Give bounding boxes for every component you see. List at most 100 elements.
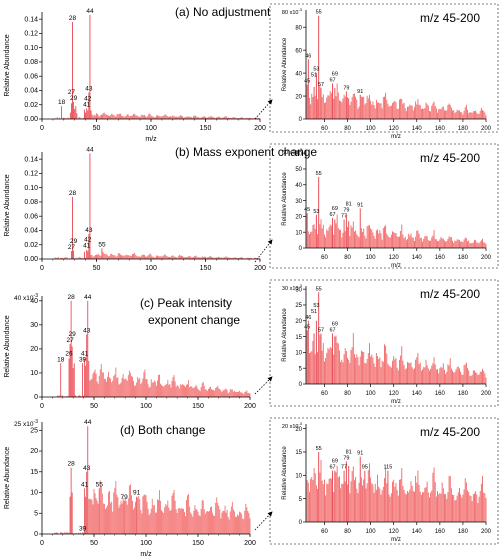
bar-mz-154 (432, 103, 434, 119)
bar-mz-48 (310, 352, 312, 384)
bar-mz-168 (448, 236, 450, 248)
bar-mz-32 (76, 257, 78, 259)
bar-mz-89 (357, 235, 359, 248)
bar-mz-46 (307, 482, 309, 522)
bar-mz-85 (352, 333, 354, 384)
bar-mz-169 (449, 237, 451, 248)
bar-mz-69 (113, 492, 115, 534)
y-tick-label: 10 (295, 351, 302, 357)
bar-mz-145 (192, 516, 194, 534)
bar-mz-78 (344, 231, 346, 248)
bar-mz-93 (362, 96, 363, 119)
bar-mz-15 (57, 257, 59, 259)
bar-mz-123 (169, 510, 171, 534)
bar-mz-157 (435, 108, 437, 119)
bar-mz-79 (345, 350, 347, 384)
bar-mz-150 (427, 368, 429, 384)
bar-mz-76 (124, 255, 126, 259)
x-tick-label: 60 (321, 255, 328, 261)
bar-mz-144 (191, 386, 193, 397)
y-multiplier-exponent: -3 (298, 147, 302, 152)
bar-mz-133 (186, 257, 188, 259)
bar-mz-179 (461, 497, 463, 522)
bar-mz-152 (430, 368, 432, 384)
bar-mz-176 (457, 110, 459, 119)
bar-mz-188 (471, 243, 473, 248)
bar-mz-159 (438, 373, 440, 384)
bar-mz-180 (462, 374, 464, 384)
bar-mz-49 (94, 115, 96, 119)
bar-mz-164 (444, 240, 445, 248)
bar-mz-98 (148, 113, 150, 119)
bar-mz-189 (472, 494, 474, 522)
bar-mz-149 (196, 509, 198, 534)
bar-mz-63 (110, 254, 112, 259)
bar-mz-132 (185, 257, 187, 259)
x-tick-label: 140 (412, 529, 423, 535)
bar-mz-115 (387, 363, 389, 384)
bar-mz-197 (246, 390, 248, 397)
bar-mz-39 (82, 532, 83, 534)
bar-mz-156 (211, 116, 213, 119)
bar-mz-113 (159, 490, 160, 534)
bar-mz-136 (411, 105, 413, 119)
bar-mz-130 (404, 108, 406, 119)
bar-mz-116 (388, 494, 390, 522)
bar-mz-81 (129, 115, 131, 119)
bar-mz-67 (332, 470, 333, 522)
bar-mz-195 (479, 491, 481, 522)
bar-mz-127 (401, 468, 403, 522)
bar-mz-108 (153, 380, 155, 397)
bar-mz-64 (111, 113, 113, 119)
bar-mz-76 (120, 500, 122, 534)
bar-mz-167 (447, 492, 449, 522)
peak-label-77: 77 (341, 465, 347, 471)
peak-label-91: 91 (357, 451, 363, 457)
bar-mz-66 (113, 255, 115, 259)
bar-mz-195 (479, 241, 481, 248)
bar-mz-161 (209, 387, 210, 397)
bar-mz-62 (109, 256, 111, 259)
bar-mz-42 (87, 251, 89, 259)
bar-mz-75 (341, 483, 343, 522)
peak-label-81: 81 (346, 202, 352, 208)
bar-mz-84 (351, 347, 353, 384)
bar-mz-28 (72, 21, 73, 120)
bar-mz-71 (336, 83, 338, 119)
bar-mz-70 (335, 335, 337, 384)
bar-mz-174 (222, 390, 224, 397)
bar-mz-190 (474, 370, 475, 384)
x-tick-label: 200 (481, 126, 492, 132)
bar-mz-54 (100, 255, 102, 259)
bar-mz-197 (256, 257, 258, 259)
bar-mz-71 (115, 367, 117, 397)
x-tick-label: 150 (200, 125, 212, 132)
bar-mz-91 (359, 94, 361, 119)
bar-mz-100 (370, 228, 372, 248)
peak-label-115: 115 (384, 465, 393, 471)
bar-mz-90 (139, 256, 141, 259)
bar-mz-131 (177, 386, 179, 397)
bar-mz-101 (151, 116, 153, 119)
bar-mz-147 (201, 116, 203, 119)
bar-mz-138 (414, 368, 415, 384)
bar-mz-141 (417, 230, 419, 248)
bar-mz-126 (178, 254, 180, 259)
inset-d-frame (269, 417, 499, 545)
bar-mz-42 (85, 365, 87, 397)
bar-mz-109 (160, 256, 162, 259)
bar-mz-112 (158, 500, 159, 534)
bar-mz-43 (86, 471, 88, 534)
bar-mz-111 (382, 486, 384, 522)
bar-mz-157 (212, 117, 214, 119)
bar-mz-63 (327, 95, 329, 119)
bar-mz-78 (122, 373, 124, 397)
bar-mz-122 (168, 507, 170, 534)
bar-mz-126 (400, 98, 402, 119)
bar-mz-196 (480, 371, 482, 384)
bar-mz-189 (472, 242, 474, 248)
bar-mz-182 (464, 478, 466, 522)
bar-mz-64 (108, 371, 109, 397)
bar-mz-134 (409, 363, 411, 384)
bar-mz-65 (329, 91, 331, 119)
